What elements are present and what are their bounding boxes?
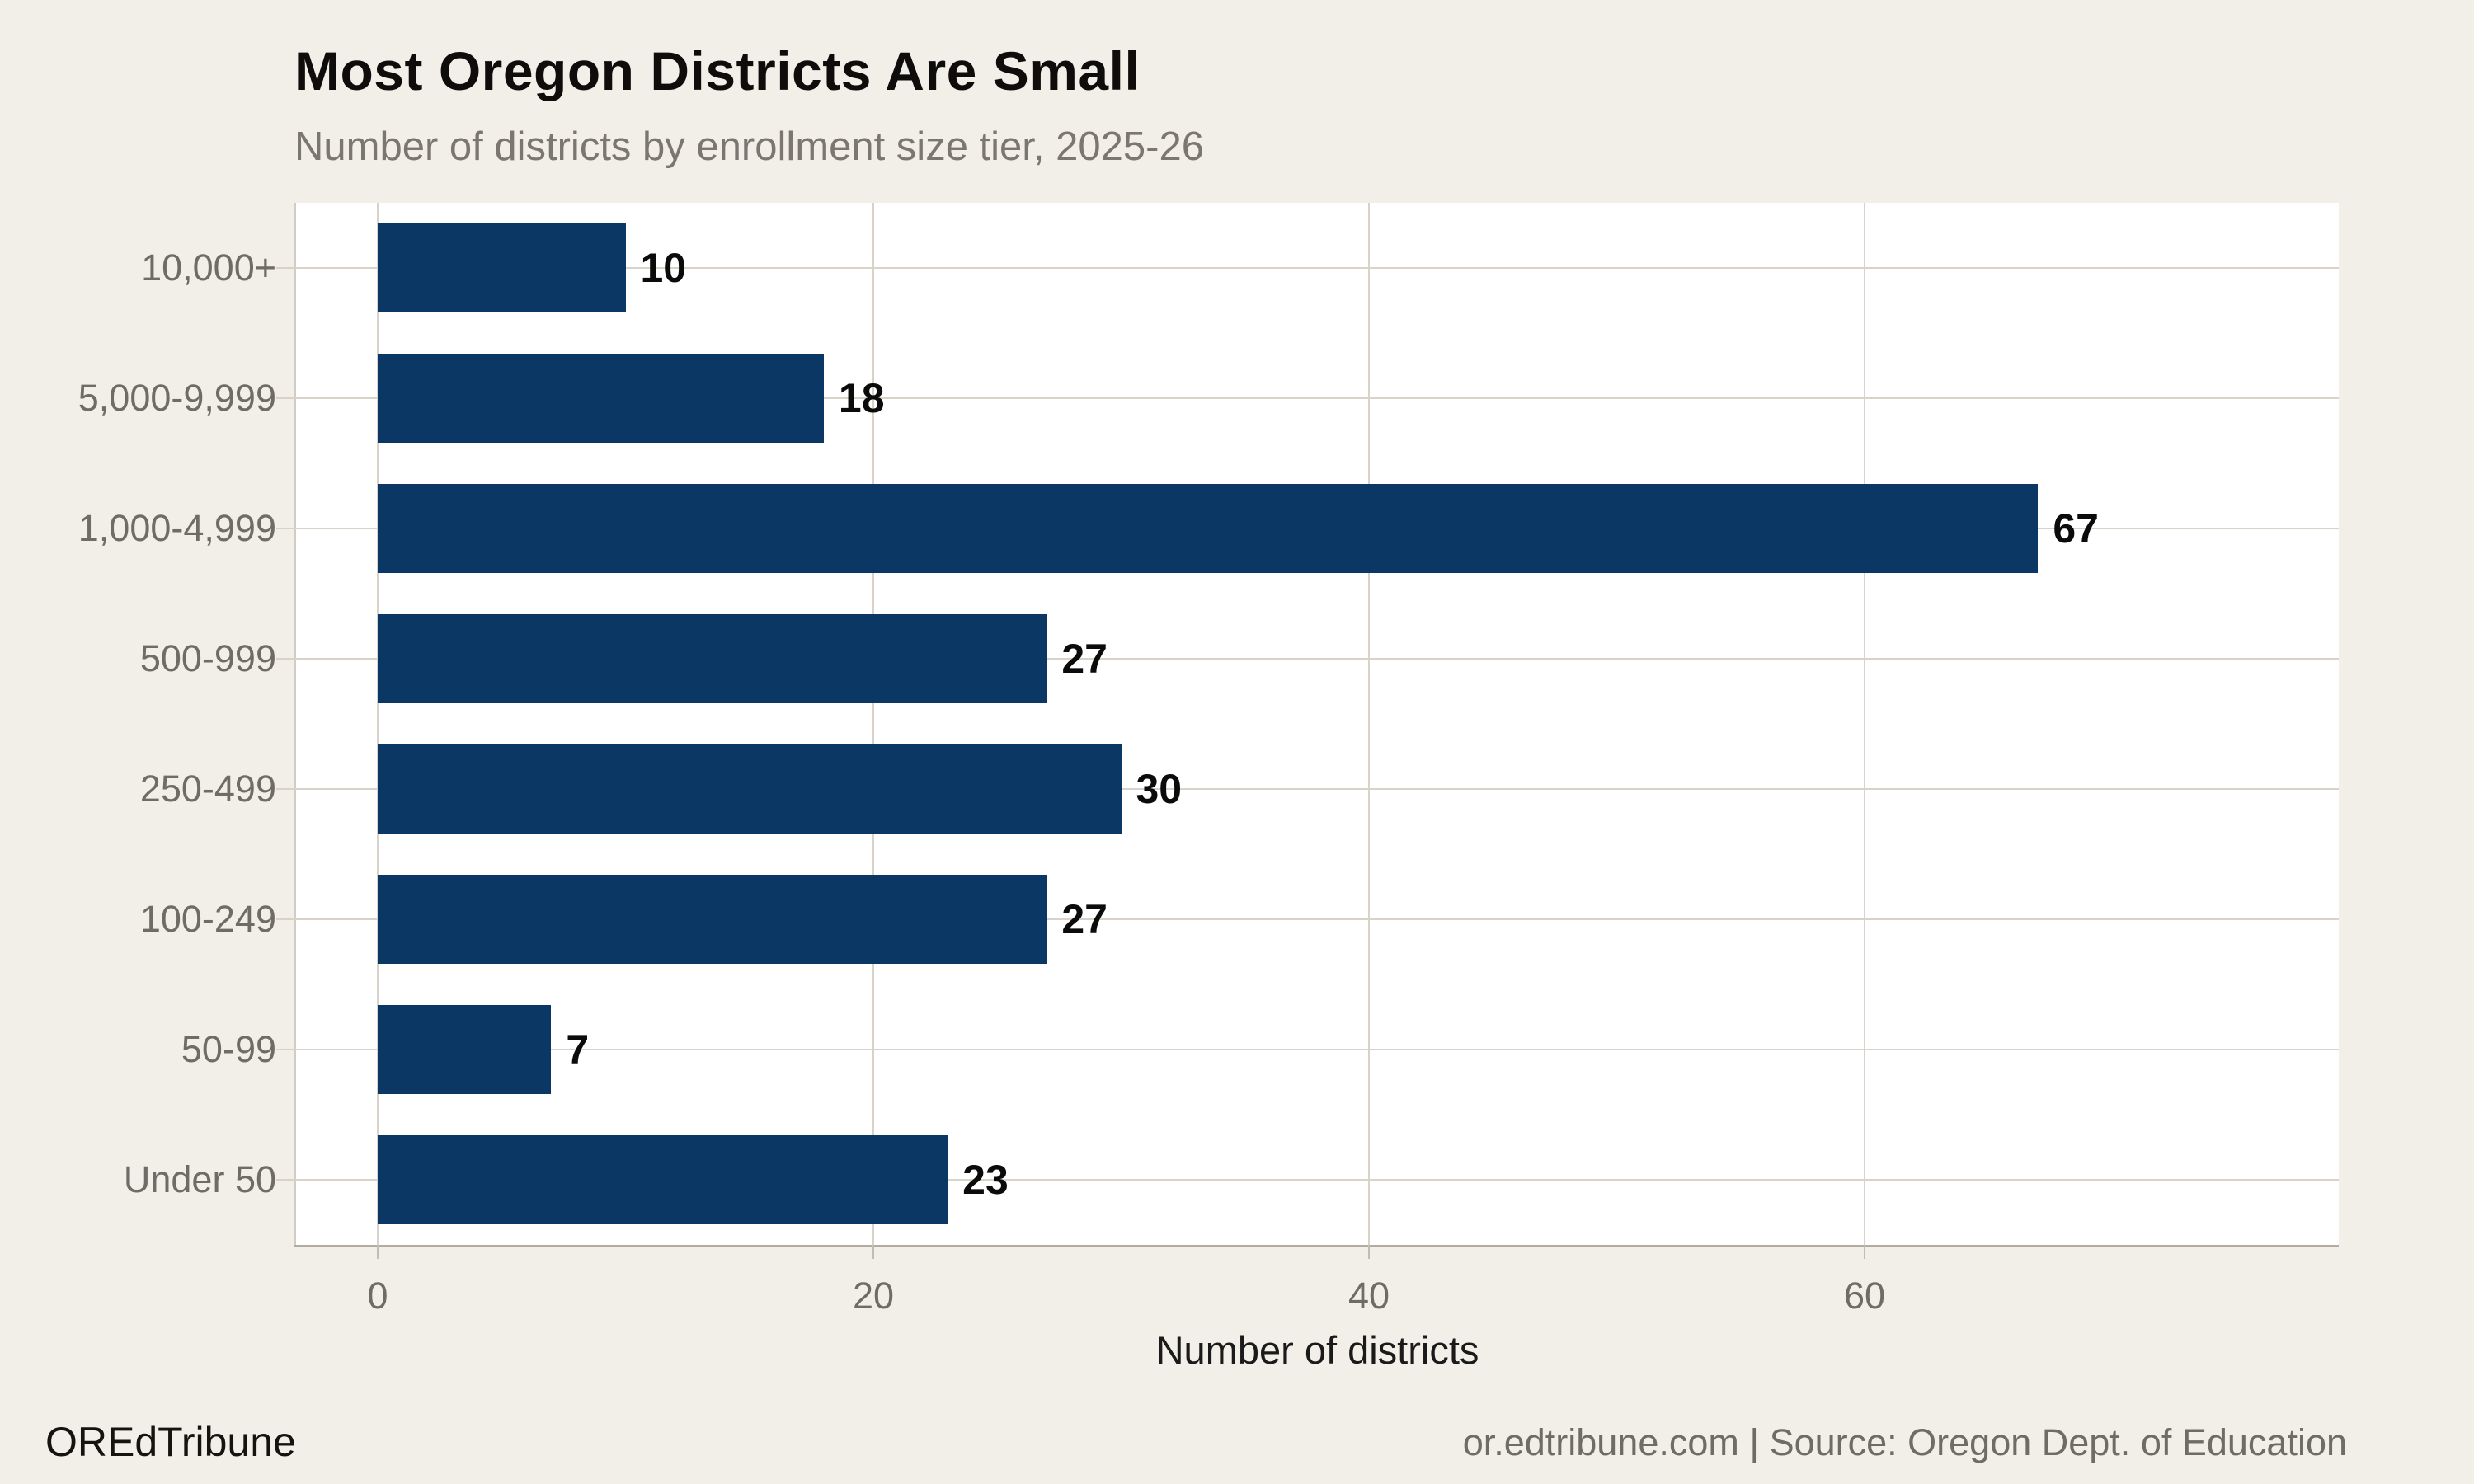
bar	[378, 223, 626, 312]
value-label: 10	[640, 245, 687, 291]
vertical-gridline	[377, 203, 379, 1245]
chart-title: Most Oregon Districts Are Small	[294, 40, 1141, 101]
horizontal-gridline	[276, 1049, 2339, 1050]
x-axis-tick-mark	[872, 1245, 874, 1259]
bar-row: 5,000-9,999 18	[78, 333, 2339, 463]
horizontal-gridline	[276, 658, 2339, 660]
y-axis-label: 100-249	[139, 898, 276, 940]
x-axis-tick-mark	[377, 1245, 379, 1259]
bar	[378, 1005, 552, 1094]
chart-subtitle: Number of districts by enrollment size t…	[294, 124, 1204, 169]
horizontal-gridline	[276, 267, 2339, 269]
horizontal-gridline	[276, 788, 2339, 790]
x-axis-tick-mark	[1864, 1245, 1865, 1259]
bar-row: 100-249 27	[140, 854, 2339, 984]
value-label: 18	[838, 375, 885, 421]
bar	[378, 354, 824, 443]
vertical-gridline	[872, 203, 874, 1245]
y-axis-label: 500-999	[139, 637, 276, 679]
bar	[378, 875, 1047, 964]
footer-source: or.edtribune.com | Source: Oregon Dept. …	[1462, 1421, 2347, 1463]
y-axis-label: 50-99	[181, 1028, 276, 1070]
y-axis-label: 5,000-9,999	[78, 377, 276, 419]
bar-row: Under 50 23	[124, 1115, 2339, 1245]
bar-row: 250-499 30	[140, 724, 2339, 854]
horizontal-gridline	[276, 397, 2339, 399]
vertical-gridline	[1864, 203, 1865, 1245]
x-axis-title: Number of districts	[1155, 1328, 1479, 1372]
bar-row: 50-99 7	[181, 984, 2339, 1115]
value-label: 23	[962, 1157, 1009, 1203]
vertical-gridline	[1368, 203, 1370, 1245]
y-axis-label: 250-499	[139, 768, 276, 810]
value-label: 67	[2053, 505, 2099, 552]
x-axis-tick-label: 20	[852, 1275, 895, 1317]
value-label: 27	[1061, 896, 1108, 942]
value-label: 30	[1136, 766, 1183, 812]
x-axis-tick-mark	[1368, 1245, 1370, 1259]
value-label: 7	[566, 1026, 590, 1073]
value-label: 27	[1061, 636, 1108, 682]
y-axis-label: 10,000+	[141, 247, 276, 289]
bar	[378, 484, 2039, 573]
horizontal-gridline	[276, 1179, 2339, 1181]
bar	[378, 1135, 948, 1224]
y-axis-label: 1,000-4,999	[78, 507, 276, 549]
bar	[378, 614, 1047, 703]
footer-brand: OREdTribune	[45, 1419, 296, 1465]
x-axis-line	[294, 1245, 2339, 1247]
y-axis-label: Under 50	[123, 1158, 276, 1200]
bar-row: 10,000+ 10	[141, 203, 2339, 333]
plot-area: 10,000+ 10 5,000-9,999 18 1,000-4,999 67 500-9…	[78, 203, 2339, 1372]
bar-row: 1,000-4,999 67	[78, 463, 2339, 594]
horizontal-gridline	[276, 918, 2339, 920]
bar-row: 500-999 27	[140, 594, 2339, 724]
bar	[378, 744, 1122, 834]
x-axis-tick-label: 0	[367, 1275, 388, 1317]
x-axis-tick-label: 60	[1843, 1275, 1886, 1317]
x-axis-tick-label: 40	[1348, 1275, 1390, 1317]
